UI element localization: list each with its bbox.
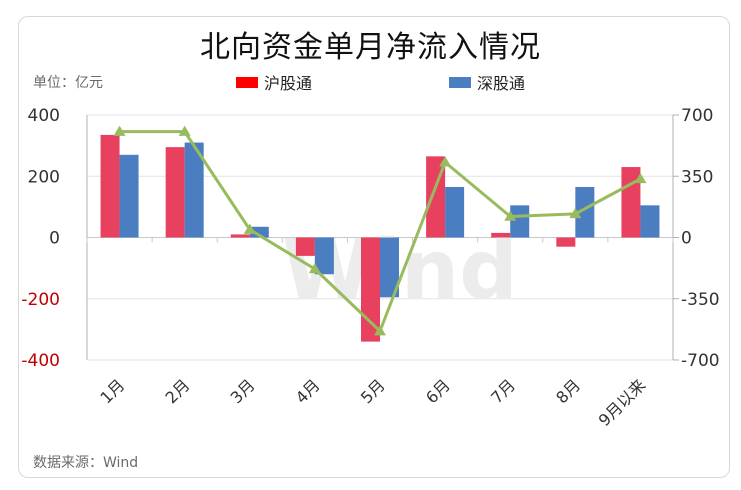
line-marker-1 xyxy=(178,125,191,136)
line-marker-6 xyxy=(504,210,517,221)
y-right-tick-label-4: -700 xyxy=(681,351,720,371)
y-left-tick-label-4: -400 xyxy=(21,351,60,371)
x-tick-label-1: 2月 xyxy=(162,375,194,407)
y-left-tick-label-0: 400 xyxy=(28,106,60,126)
line-marker-3 xyxy=(308,263,321,274)
x-tick-label-7: 8月 xyxy=(552,375,584,407)
bar-sz-7 xyxy=(575,186,595,238)
x-tick-label-8: 9月以来 xyxy=(595,375,650,430)
y-right-tick-label-0: 700 xyxy=(681,106,713,126)
bar-sh-6 xyxy=(491,232,511,238)
bar-sz-0 xyxy=(119,154,139,238)
x-tick-label-5: 6月 xyxy=(422,375,454,407)
bar-sh-0 xyxy=(100,134,120,238)
bar-sh-3 xyxy=(295,237,315,256)
y-right-tick-label-2: 0 xyxy=(681,229,692,249)
legend-label-sz: 深股通 xyxy=(477,74,526,93)
y-right-tick-label-3: -350 xyxy=(681,290,720,310)
bar-sz-8 xyxy=(640,205,660,238)
line-marker-7 xyxy=(569,207,582,219)
line-marker-4 xyxy=(374,325,386,336)
bar-sh-7 xyxy=(556,237,576,247)
bar-sh-8 xyxy=(621,167,641,238)
y-left-tick-label-3: -200 xyxy=(21,290,60,310)
chart-title: 北向资金单月净流入情况 xyxy=(200,30,541,65)
source-label: 数据来源：Wind xyxy=(33,455,139,471)
line-marker-8 xyxy=(634,172,647,184)
line-series xyxy=(113,125,647,336)
x-tick-label-3: 4月 xyxy=(292,375,324,407)
bar-sz-4 xyxy=(380,237,399,298)
bar-sz-1 xyxy=(184,142,204,238)
bar-sz-3 xyxy=(314,237,334,275)
line-marker-2 xyxy=(243,223,256,234)
x-tick-label-4: 5月 xyxy=(357,375,389,407)
bar-sh-2 xyxy=(230,234,250,238)
line-marker-5 xyxy=(439,156,452,167)
legend-item-sh: 沪股通 xyxy=(236,70,312,94)
unit-label: 单位：亿元 xyxy=(33,75,103,91)
bar-sz-6 xyxy=(510,205,530,238)
legend: 沪股通 深股通 xyxy=(0,70,741,94)
y-left-tick-label-2: 0 xyxy=(49,229,60,249)
bars xyxy=(100,134,660,342)
x-tick-label-6: 7月 xyxy=(487,375,519,407)
x-tick-label-2: 3月 xyxy=(227,375,259,407)
y-right-tick-label-1: 350 xyxy=(681,167,713,187)
line-marker-0 xyxy=(113,125,126,136)
y-left-tick-label-1: 200 xyxy=(28,167,60,187)
bar-sz-5 xyxy=(445,186,465,238)
legend-item-sz: 深股通 xyxy=(449,70,525,94)
bar-sh-1 xyxy=(165,147,185,238)
bar-sh-4 xyxy=(361,237,380,342)
bar-sz-2 xyxy=(249,226,269,238)
legend-swatch-sh xyxy=(236,76,258,88)
axes xyxy=(86,114,679,361)
x-tick-label-0: 1月 xyxy=(96,375,128,407)
legend-swatch-sz xyxy=(449,76,471,88)
legend-label-sh: 沪股通 xyxy=(264,74,313,93)
